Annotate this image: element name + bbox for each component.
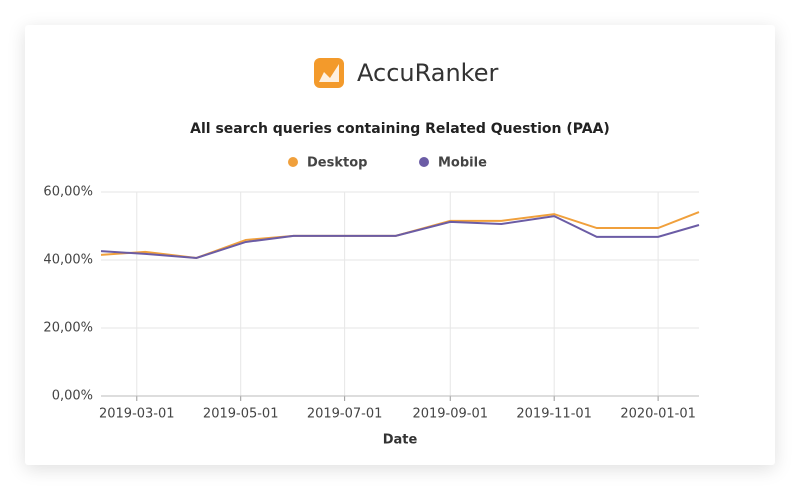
x-axis-title: Date [383,433,418,448]
series-line [100,215,700,259]
legend-marker [419,157,429,167]
legend-marker [288,157,298,167]
card [25,25,775,465]
legend-label: Desktop [307,156,367,171]
legend-label: Mobile [438,156,487,171]
x-tick-label: 2019-07-01 [307,407,383,422]
logo-shape [319,64,339,82]
y-tick-label: 40,00% [43,253,93,268]
x-tick-label: 2019-11-01 [516,407,592,422]
x-tick-label: 2020-01-01 [620,407,696,422]
brand: AccuRanker [357,59,498,87]
x-tick-label: 2019-09-01 [412,407,488,422]
logo-icon [314,58,344,88]
x-tick-label: 2019-03-01 [99,407,175,422]
x-tick-label: 2019-05-01 [203,407,279,422]
y-tick-label: 0,00% [52,389,93,404]
y-tick-label: 20,00% [43,321,93,336]
chart-title: All search queries containing Related Qu… [190,121,610,137]
logo [314,58,344,88]
y-tick-label: 60,00% [43,185,93,200]
